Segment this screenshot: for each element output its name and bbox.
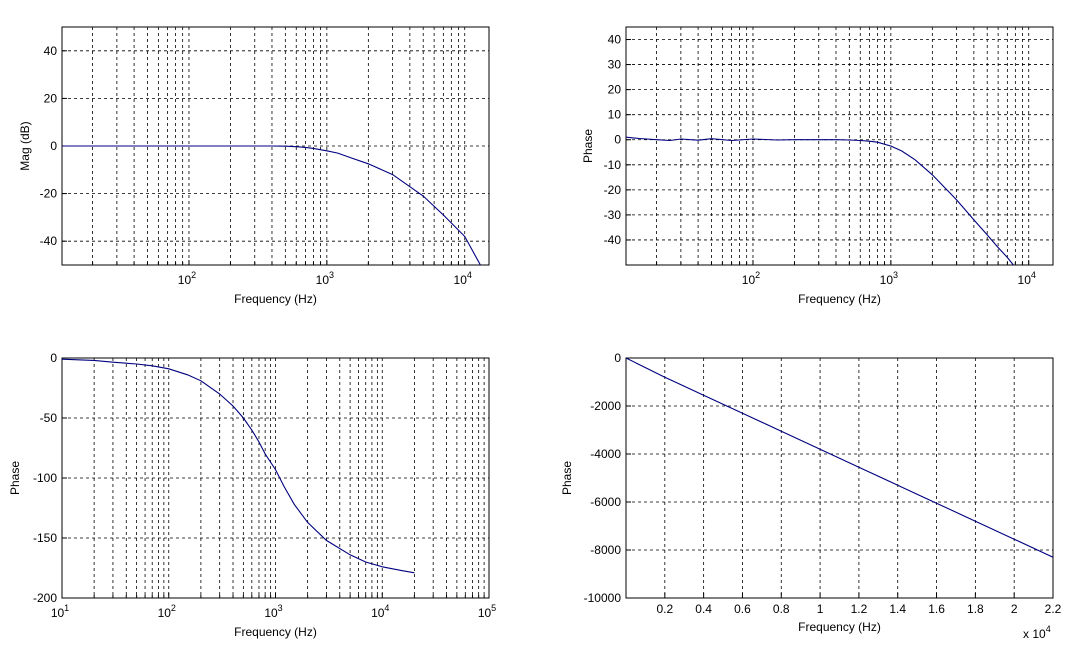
series-line: [62, 145, 481, 265]
x-tick-label: 0.4: [695, 602, 712, 616]
y-tick-label: -40: [604, 233, 622, 247]
y-axis-label: Phase: [581, 129, 595, 163]
x-tick-label: 104: [1018, 270, 1036, 287]
y-tick-label: 40: [44, 44, 58, 58]
x-tick-label: 104: [371, 603, 389, 620]
y-tick-label: 20: [44, 91, 58, 105]
x-tick-label: 102: [158, 603, 176, 620]
x-tick-label: 0.2: [656, 602, 673, 616]
x-tick-label: 102: [178, 270, 196, 287]
series-line: [626, 136, 1015, 265]
axes-box: [625, 26, 1054, 266]
y-tick-label: 20: [608, 83, 622, 97]
x-tick-label: 103: [880, 270, 898, 287]
y-tick-label: 0: [614, 133, 621, 147]
subplot-4: 0.2 0.4 0.6 0.8 1 1.2 1.4 1.6 1.8 2 2.2 x 104 0 -2000…: [560, 351, 1062, 641]
y-tick-label: -200: [33, 591, 57, 605]
x-axis-label: Frequency (Hz): [234, 625, 317, 639]
y-tick-label: 0: [50, 139, 57, 153]
y-tick-label: -50: [40, 411, 58, 425]
y-tick-label: -100: [33, 471, 57, 485]
x-axis-label: Frequency (Hz): [234, 292, 317, 306]
x-multiplier-label: x 104: [1023, 624, 1051, 641]
y-tick-label: -40: [40, 234, 58, 248]
x-tick-label: 103: [316, 270, 334, 287]
y-tick-label: 30: [608, 58, 622, 72]
x-tick-label: 0.6: [734, 602, 751, 616]
y-tick-label: -150: [33, 531, 57, 545]
y-tick-label: 10: [608, 108, 622, 122]
subplot-3: 101 102 103 104 105 0 -50 -100 -150 -200 Frequency…: [8, 351, 496, 639]
x-tick-label: 1.6: [928, 602, 945, 616]
x-tick-label: 1: [817, 602, 824, 616]
y-tick-label: -8000: [590, 543, 621, 557]
y-axis-label: Phase: [8, 461, 22, 495]
x-tick-label: 103: [264, 603, 282, 620]
y-tick-label: -20: [40, 187, 58, 201]
x-tick-label: 2.2: [1045, 602, 1062, 616]
x-tick-label: 104: [454, 270, 472, 287]
subplot-2: 102 103 104 40 30 20 10 0 -10 -20 -30 -40 Frequency …: [581, 26, 1054, 306]
x-tick-label: 101: [51, 603, 69, 620]
x-axis-label: Frequency (Hz): [798, 620, 881, 634]
x-tick-label: 1.2: [851, 602, 868, 616]
x-tick-label: 1.4: [889, 602, 906, 616]
x-tick-label: 0.8: [773, 602, 790, 616]
y-tick-label: 0: [614, 351, 621, 365]
y-tick-label: -20: [604, 183, 622, 197]
x-tick-label: 2: [1011, 602, 1018, 616]
y-tick-label: -4000: [590, 447, 621, 461]
y-axis-label: Mag (dB): [18, 121, 32, 170]
y-tick-label: -30: [604, 208, 622, 222]
y-tick-label: -2000: [590, 399, 621, 413]
axes-box: [625, 357, 1054, 599]
series-line: [626, 358, 1053, 558]
x-tick-label: 102: [742, 270, 760, 287]
subplot-1: 102 103 104 40 20 0 -20 -40 Frequency (Hz) Mag (d…: [18, 26, 490, 306]
y-tick-label: -10: [604, 158, 622, 172]
y-tick-label: -6000: [590, 495, 621, 509]
y-tick-label: -10000: [584, 591, 622, 605]
x-axis-label: Frequency (Hz): [798, 292, 881, 306]
x-tick-label: 1.8: [967, 602, 984, 616]
x-tick-label: 105: [478, 603, 496, 620]
series-line: [62, 358, 415, 574]
y-axis-label: Phase: [560, 461, 574, 495]
y-tick-label: 0: [50, 351, 57, 365]
y-tick-label: 40: [608, 33, 622, 47]
